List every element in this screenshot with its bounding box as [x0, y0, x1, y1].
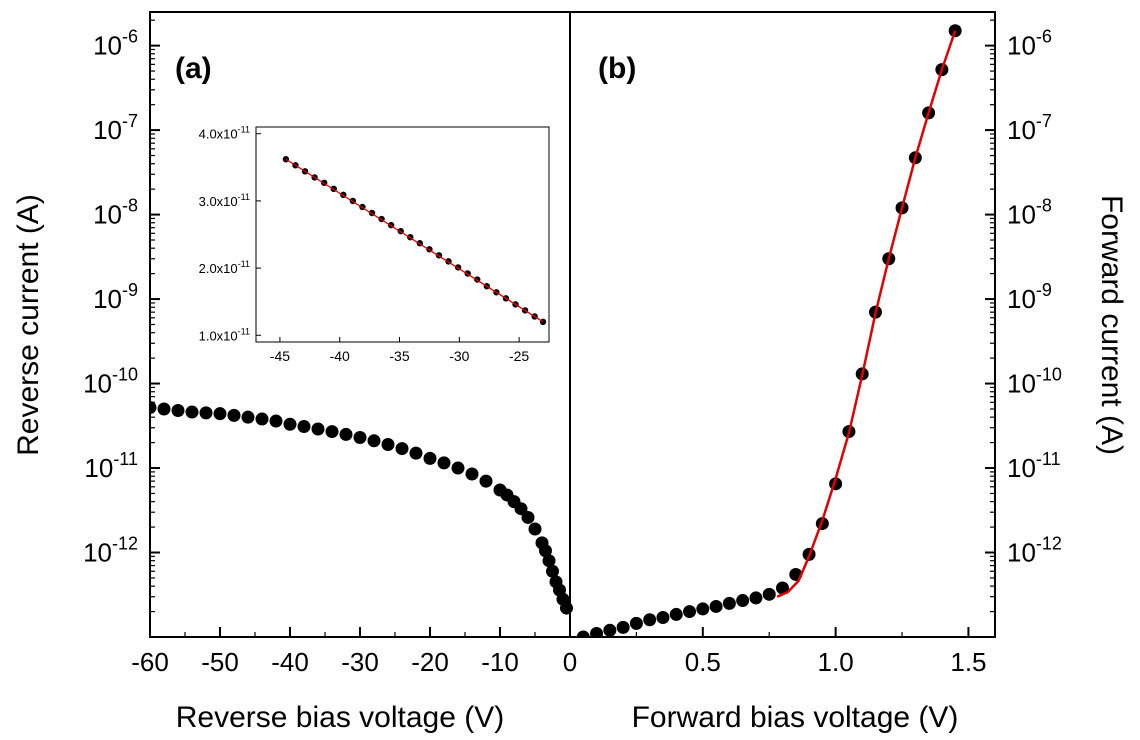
y-tick-label-left-4: 10-8 — [93, 196, 138, 230]
inset-y-tick-label-0: 1.0x10-11 — [199, 326, 250, 343]
y-tick-label-left-0: 10-12 — [83, 534, 138, 568]
y-tick-label-right-4: 10-8 — [1007, 196, 1052, 230]
point-a-28 — [514, 502, 528, 516]
point-a-29 — [521, 510, 535, 524]
point-a-0 — [150, 401, 157, 415]
x-tick-label-a-1: -50 — [201, 647, 239, 677]
point-a-14 — [339, 427, 353, 441]
y-tick-label-left-2: 10-10 — [83, 365, 138, 399]
point-a-19 — [409, 446, 423, 460]
x-axis-title-b: Forward bias voltage (V) — [632, 701, 959, 734]
inset-y-tick-label-3: 4.0x10-11 — [199, 125, 250, 142]
x-tick-label-b-2: 1.0 — [818, 647, 854, 677]
point-a-30 — [528, 522, 542, 536]
point-b-7 — [669, 607, 683, 621]
inset-fit-line — [285, 158, 544, 323]
point-a-11 — [297, 420, 311, 434]
inset-x-tick-label-1: -40 — [330, 348, 350, 364]
y-tick-label-left-1: 10-11 — [84, 449, 138, 483]
x-axis-title-a: Reverse bias voltage (V) — [176, 701, 504, 734]
x-tick-label-b-1: 0.5 — [685, 647, 721, 677]
point-b-2 — [603, 623, 617, 637]
panel-label-a: (a) — [175, 52, 212, 85]
inset-x-tick-label-2: -35 — [389, 348, 409, 364]
x-tick-label-b-3: 1.5 — [950, 647, 986, 677]
point-a-34 — [546, 564, 559, 578]
point-b-4 — [629, 616, 643, 630]
point-a-17 — [381, 437, 395, 451]
point-b-5 — [643, 613, 657, 627]
y-tick-label-right-2: 10-10 — [1007, 365, 1062, 399]
inset-x-tick-label-4: -25 — [509, 348, 529, 364]
panel-label-b: (b) — [598, 52, 636, 85]
x-tick-label-a-4: -20 — [411, 647, 449, 677]
point-b-11 — [722, 596, 736, 610]
point-b-13 — [749, 591, 763, 605]
point-b-10 — [709, 599, 723, 613]
point-a-9 — [269, 414, 283, 428]
point-a-12 — [311, 422, 325, 436]
point-a-24 — [479, 474, 493, 488]
point-b-12 — [736, 594, 750, 608]
y-tick-label-left-3: 10-9 — [93, 280, 138, 314]
y-tick-label-left-5: 10-7 — [93, 111, 138, 145]
point-a-16 — [367, 434, 381, 448]
point-a-33 — [542, 554, 556, 568]
point-b-14 — [762, 587, 776, 601]
x-tick-label-a-5: -10 — [481, 647, 519, 677]
point-a-20 — [423, 451, 437, 465]
y-tick-label-left-6: 10-6 — [93, 27, 138, 61]
point-a-23 — [465, 467, 479, 481]
inset-y-tick-label-1: 2.0x10-11 — [199, 259, 250, 276]
point-b-15 — [776, 581, 789, 595]
point-a-15 — [353, 430, 367, 444]
point-a-32 — [539, 544, 552, 558]
point-b-8 — [683, 605, 697, 619]
point-a-3 — [185, 405, 199, 419]
point-a-6 — [227, 408, 241, 422]
point-a-8 — [255, 412, 269, 426]
point-a-1 — [157, 402, 171, 416]
x-tick-label-a-6: 0 — [563, 647, 577, 677]
point-a-5 — [213, 407, 227, 421]
point-a-38 — [560, 601, 573, 615]
y-tick-label-right-0: 10-12 — [1007, 534, 1062, 568]
y-tick-label-right-6: 10-6 — [1007, 27, 1052, 61]
inset-y-tick-label-2: 3.0x10-11 — [199, 192, 250, 209]
x-tick-label-a-0: -60 — [131, 647, 169, 677]
point-a-4 — [199, 406, 213, 420]
y-tick-label-right-5: 10-7 — [1007, 111, 1052, 145]
point-a-2 — [171, 403, 185, 417]
point-a-18 — [395, 442, 409, 456]
point-b-0 — [576, 630, 590, 637]
y-tick-label-right-1: 10-11 — [1007, 449, 1061, 483]
x-tick-label-a-2: -40 — [271, 647, 309, 677]
x-tick-label-a-3: -30 — [341, 647, 379, 677]
inset-frame — [255, 126, 550, 343]
point-a-22 — [451, 461, 465, 475]
fit-line-b — [776, 30, 957, 598]
point-a-21 — [437, 456, 451, 470]
point-b-3 — [616, 620, 630, 634]
point-a-7 — [241, 410, 255, 424]
point-b-1 — [590, 627, 604, 637]
plot-marks — [150, 24, 962, 637]
point-a-10 — [283, 417, 297, 431]
y-axis-title-left: Reverse current (A) — [12, 194, 45, 456]
y-tick-label-right-3: 10-9 — [1007, 280, 1052, 314]
inset-x-tick-label-0: -45 — [270, 348, 290, 364]
point-a-13 — [325, 425, 339, 439]
point-b-9 — [696, 602, 710, 616]
point-b-6 — [656, 611, 670, 625]
y-axis-title-right: Forward current (A) — [1095, 195, 1128, 455]
inset-x-tick-label-3: -30 — [449, 348, 469, 364]
